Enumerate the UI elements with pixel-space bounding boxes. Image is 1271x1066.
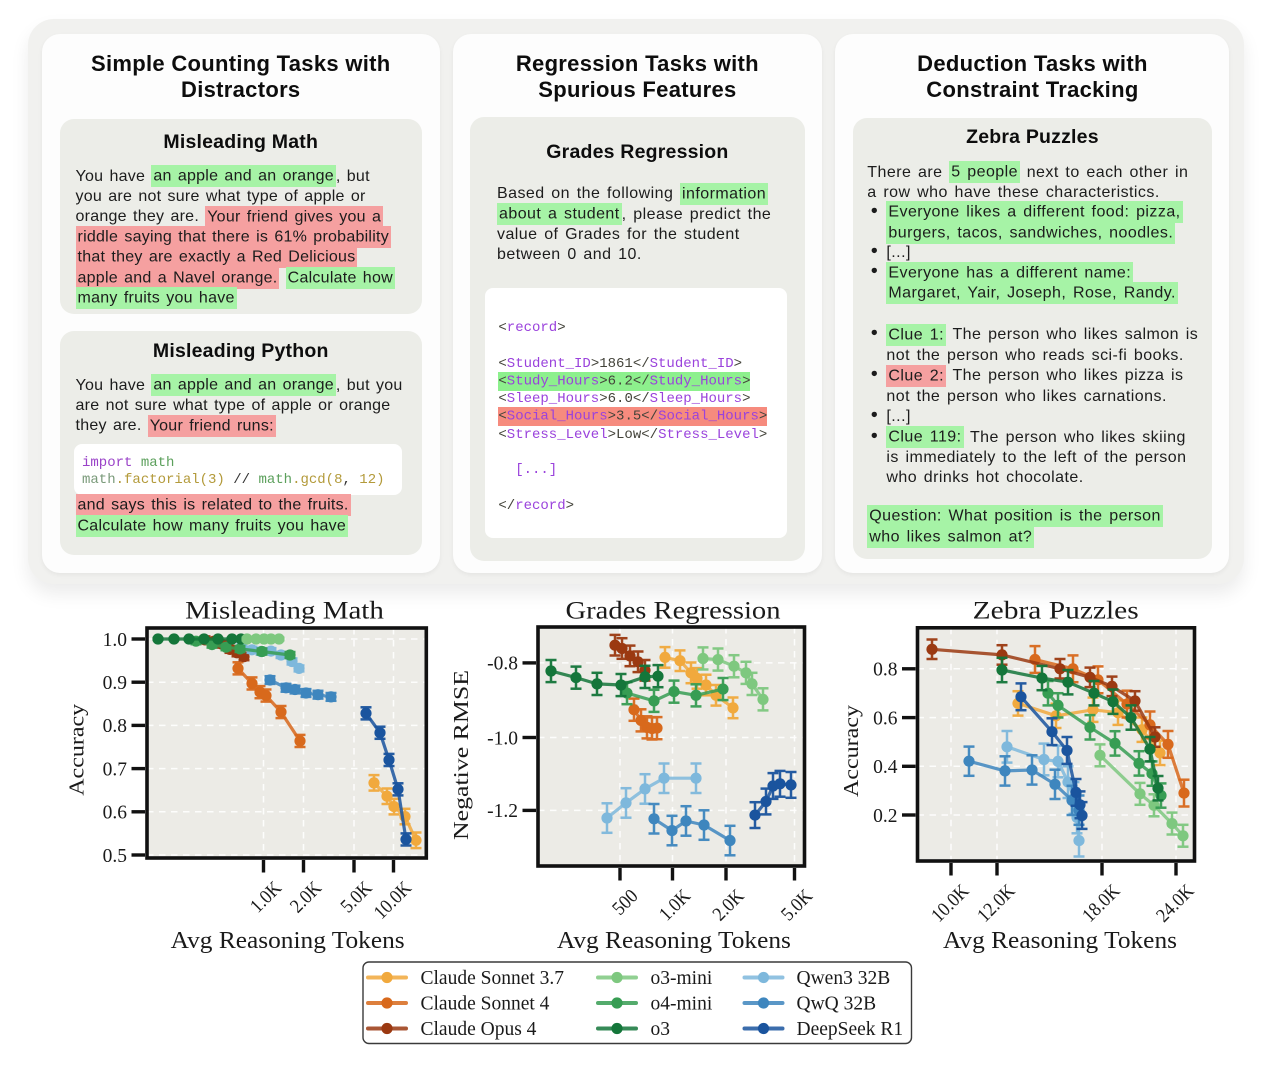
svg-text:0.8: 0.8 [873, 660, 897, 681]
svg-text:0.2: 0.2 [873, 806, 897, 827]
svg-text:2.0K: 2.0K [286, 878, 326, 918]
svg-text:QwQ 32B: QwQ 32B [797, 994, 877, 1015]
svg-text:Grades Regression: Grades Regression [566, 597, 782, 624]
svg-text:5.0K: 5.0K [777, 886, 817, 926]
svg-text:Claude Sonnet 4: Claude Sonnet 4 [421, 994, 550, 1015]
svg-text:500: 500 [609, 886, 643, 920]
svg-text:10.0K: 10.0K [370, 878, 416, 924]
svg-text:0.6: 0.6 [103, 803, 128, 824]
svg-text:1.0: 1.0 [103, 630, 127, 651]
svg-text:o4-mini: o4-mini [651, 994, 713, 1015]
svg-text:2.0K: 2.0K [709, 886, 749, 926]
svg-text:Avg Reasoning Tokens: Avg Reasoning Tokens [557, 928, 791, 954]
svg-text:Claude Opus 4: Claude Opus 4 [421, 1019, 537, 1040]
svg-text:Negative RMSE: Negative RMSE [449, 670, 473, 840]
svg-text:Avg Reasoning Tokens: Avg Reasoning Tokens [943, 928, 1177, 954]
svg-text:10.0K: 10.0K [928, 881, 974, 927]
svg-text:1.0K: 1.0K [655, 886, 695, 926]
svg-text:Qwen3 32B: Qwen3 32B [797, 968, 891, 989]
svg-text:5.0K: 5.0K [337, 878, 377, 918]
svg-text:0.5: 0.5 [103, 846, 127, 867]
svg-text:DeepSeek R1: DeepSeek R1 [797, 1019, 904, 1040]
svg-text:0.4: 0.4 [873, 757, 898, 778]
svg-text:Claude Sonnet 3.7: Claude Sonnet 3.7 [421, 968, 565, 989]
svg-text:12.0K: 12.0K [974, 881, 1020, 927]
svg-text:Avg Reasoning Tokens: Avg Reasoning Tokens [171, 928, 405, 954]
svg-text:0.7: 0.7 [103, 759, 128, 780]
svg-text:-0.8: -0.8 [487, 654, 518, 675]
svg-text:0.9: 0.9 [103, 673, 127, 694]
svg-text:-1.2: -1.2 [487, 801, 518, 822]
svg-text:Accuracy: Accuracy [839, 704, 863, 797]
svg-text:0.6: 0.6 [873, 708, 898, 729]
svg-text:o3-mini: o3-mini [651, 968, 713, 989]
svg-text:18.0K: 18.0K [1079, 881, 1125, 927]
svg-text:Zebra Puzzles: Zebra Puzzles [973, 597, 1139, 624]
svg-text:0.8: 0.8 [103, 716, 127, 737]
svg-text:-1.0: -1.0 [487, 728, 518, 749]
svg-text:o3: o3 [651, 1019, 671, 1040]
svg-text:1.0K: 1.0K [246, 878, 286, 918]
svg-text:Accuracy: Accuracy [64, 703, 88, 796]
svg-text:24.0K: 24.0K [1153, 881, 1199, 927]
svg-text:Misleading Math: Misleading Math [185, 597, 384, 624]
